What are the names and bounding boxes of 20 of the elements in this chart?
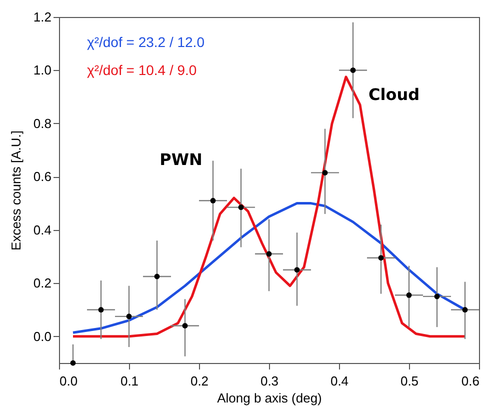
- annotation: Cloud: [368, 85, 420, 104]
- y-tick-label: 1.0: [33, 62, 52, 78]
- y-tick-label: 0.6: [33, 169, 52, 184]
- x-tick-label: 0.0: [60, 374, 78, 388]
- annotation: PWN: [160, 150, 202, 169]
- y-tick-label: 1.2: [33, 10, 52, 24]
- x-tick-label: 0.6: [461, 374, 480, 388]
- text: χ²/dof = 23.2 / 12.0: [87, 34, 205, 50]
- text: χ²/dof = 10.4 / 9.0: [87, 62, 197, 78]
- y-axis-title: Excess counts [A.U.]: [8, 130, 24, 250]
- y-tick-label: 0.0: [33, 328, 52, 344]
- x-tick-label: 0.5: [400, 374, 419, 388]
- y-tick-label: 0.4: [33, 222, 52, 238]
- y-tick-label: 0.8: [33, 116, 52, 131]
- y-tick-label: 0.2: [33, 276, 52, 291]
- x-tick-label: 0.1: [120, 374, 139, 388]
- x-axis-title: Along b axis (deg): [217, 390, 322, 406]
- x-tick-label: 0.2: [190, 374, 209, 388]
- x-tick-label: 0.4: [330, 374, 349, 388]
- x-tick-label: 0.3: [260, 374, 279, 388]
